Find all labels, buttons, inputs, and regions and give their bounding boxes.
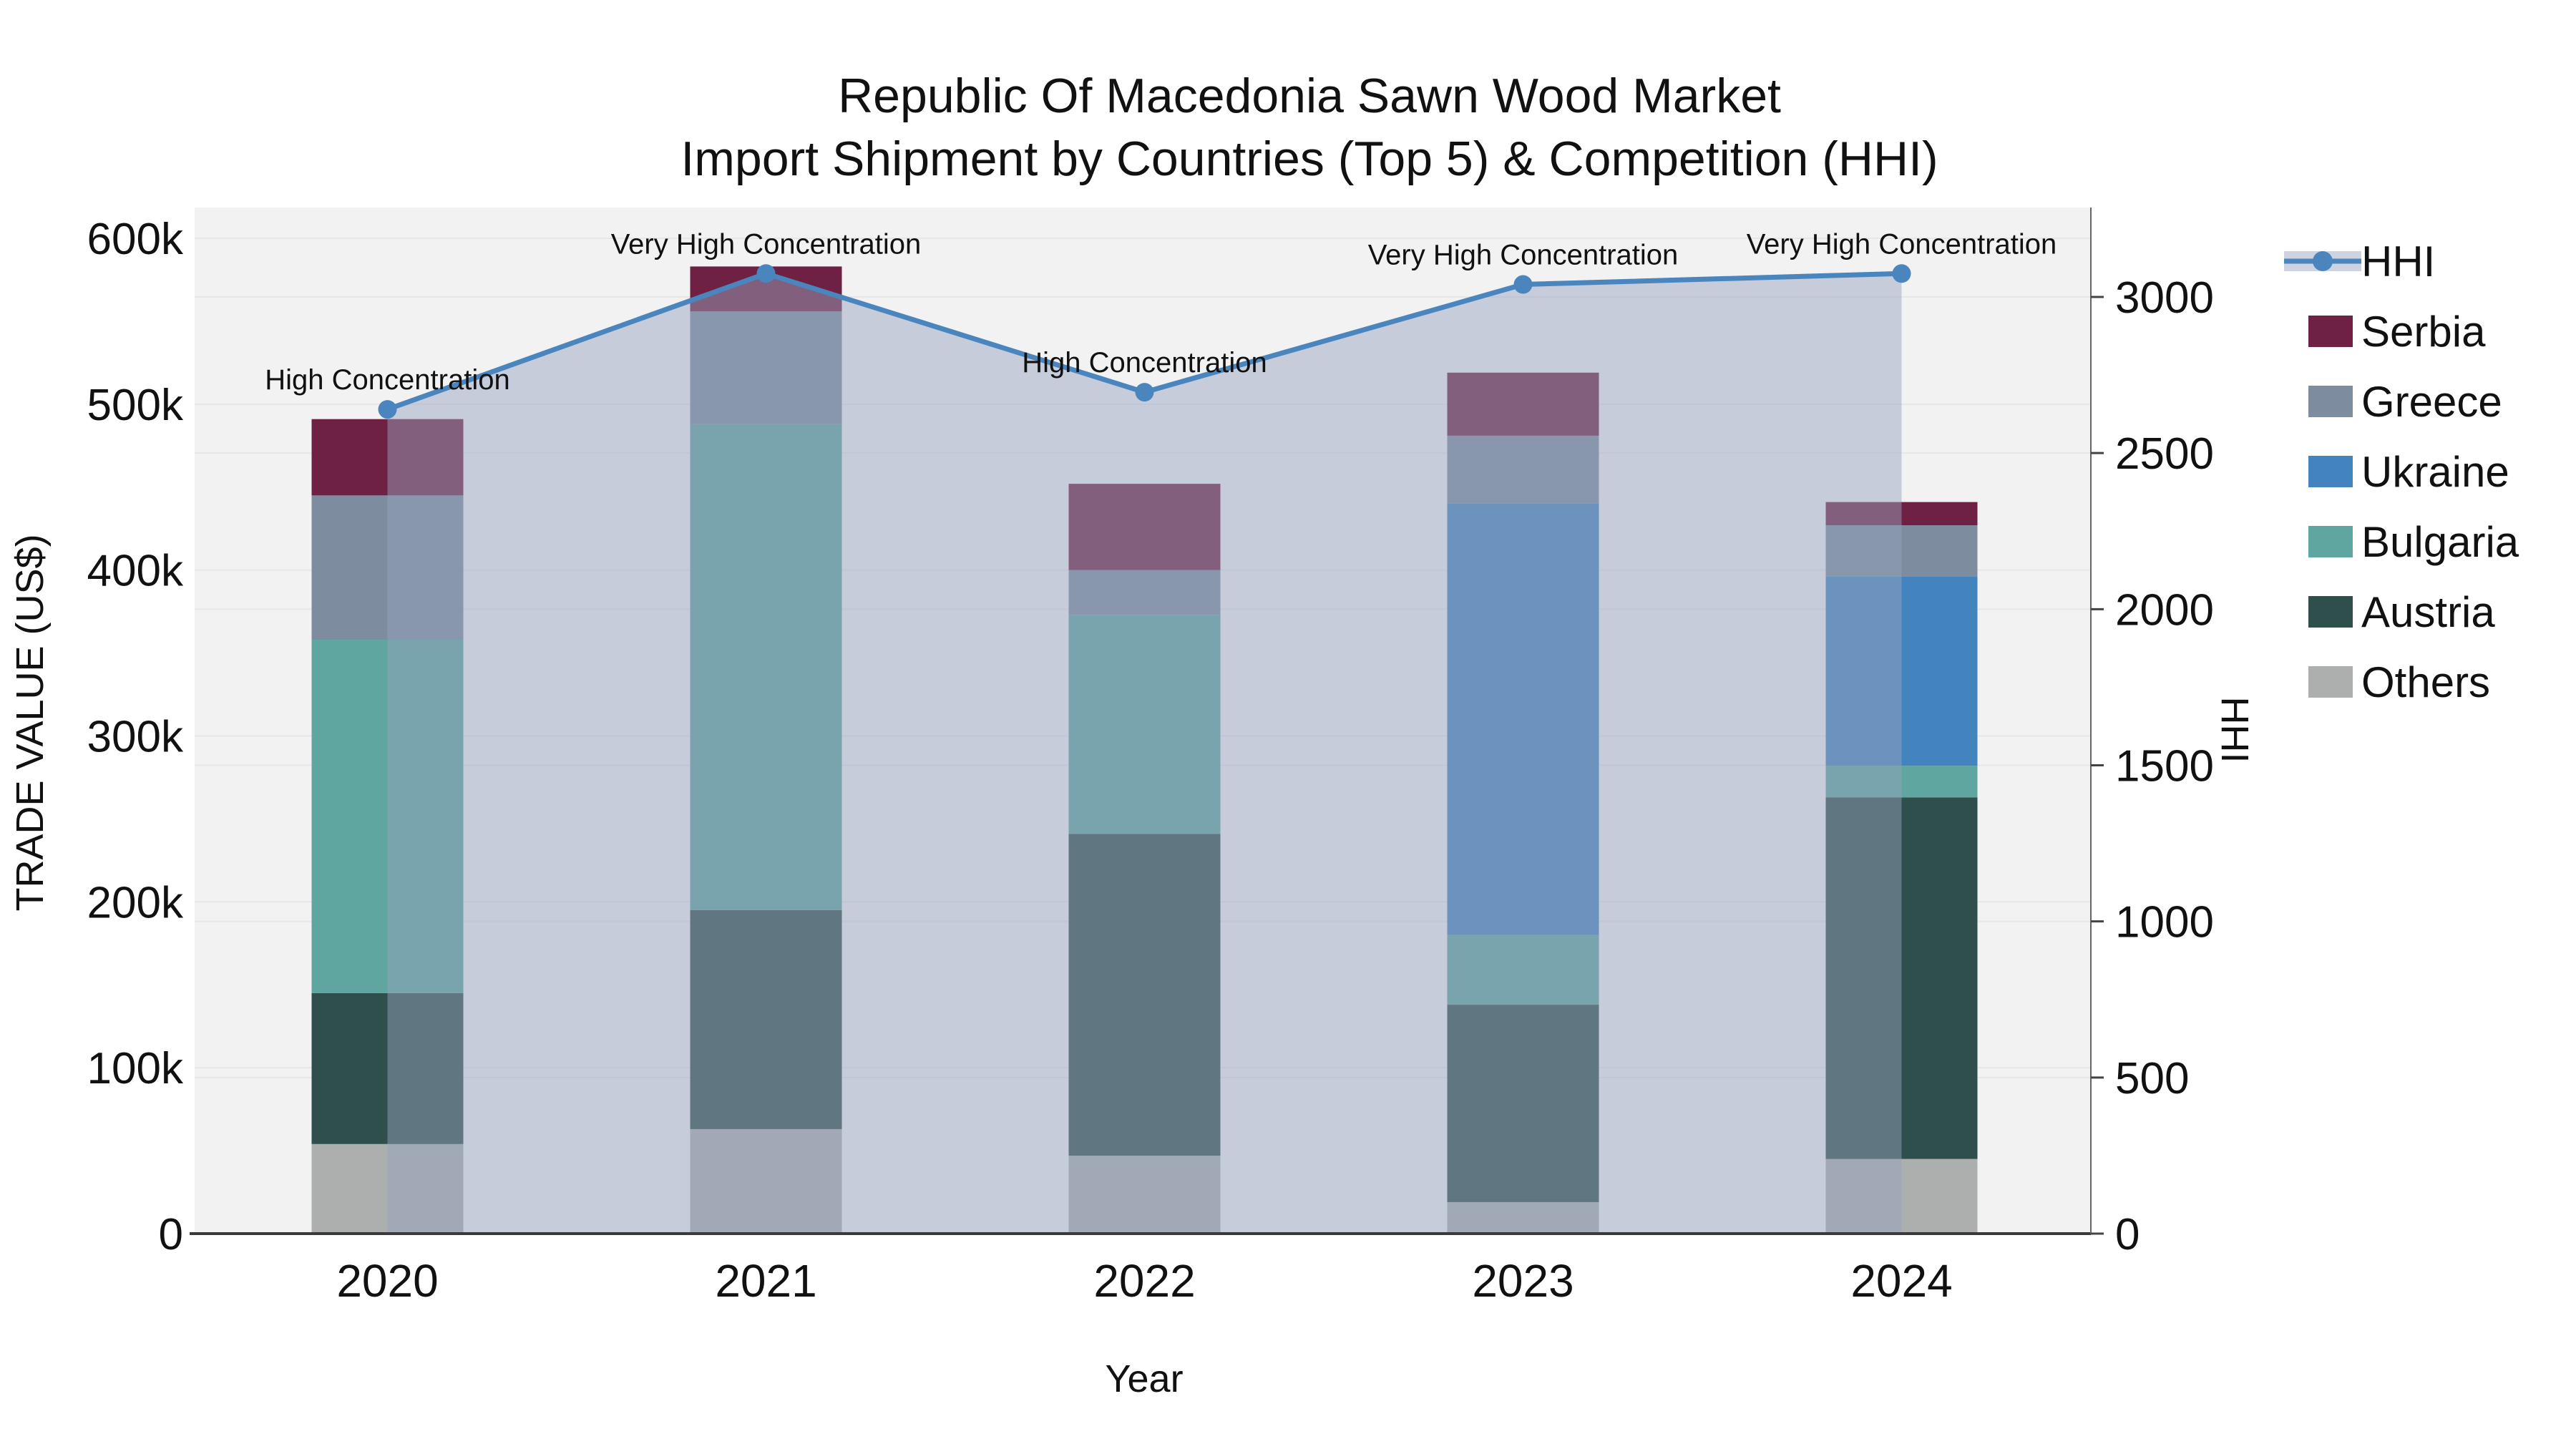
bar-segment-ukraine-2024 — [1825, 576, 1978, 766]
right-tick-label-0: 0 — [2115, 1210, 2140, 1259]
bar-segment-greece-2020 — [311, 495, 464, 640]
right-tick-label-1000: 1000 — [2115, 898, 2214, 947]
left-tick-label-300k: 300k — [87, 713, 184, 762]
right-tick-label-2000: 2000 — [2115, 585, 2214, 635]
legend-item-bulgaria: Bulgaria — [2308, 518, 2519, 566]
legend-swatch-bulgaria — [2308, 526, 2353, 557]
hhi-annotations: High Concentration Very High Concentratio… — [265, 228, 2057, 396]
legend-swatch-serbia — [2308, 316, 2353, 347]
bar-segment-others-2020 — [311, 1143, 464, 1234]
left-tick-label-100k: 100k — [87, 1044, 184, 1093]
legend-label-greece: Greece — [2361, 378, 2502, 426]
bar-segment-others-2022 — [1068, 1156, 1221, 1234]
bar-segment-others-2021 — [690, 1128, 842, 1234]
legend-label-hhi: HHI — [2361, 238, 2435, 286]
legend-swatch-greece — [2308, 386, 2353, 417]
left-axis-tick-labels: 0 100k 200k 300k 400k 500k 600k — [87, 215, 184, 1259]
x-tick-label-2020: 2020 — [336, 1255, 438, 1307]
legend-item-greece: Greece — [2308, 378, 2502, 426]
hhi-area-fill — [387, 273, 1902, 1234]
bar-segment-greece-2024 — [1825, 525, 1978, 577]
legend-label-ukraine: Ukraine — [2361, 448, 2509, 496]
right-tick-label-2500: 2500 — [2115, 429, 2214, 479]
bar-segment-serbia-2024 — [1825, 502, 1978, 526]
legend-item-others: Others — [2308, 658, 2490, 706]
left-tick-label-200k: 200k — [87, 878, 184, 927]
bar-segment-greece-2021 — [690, 311, 842, 424]
legend-label-serbia: Serbia — [2361, 308, 2486, 356]
bar-segment-others-2023 — [1447, 1201, 1599, 1234]
annotation-2024: Very High Concentration — [1747, 228, 2057, 260]
chart-title-line2: Import Shipment by Countries (Top 5) & C… — [680, 132, 1938, 186]
bar-segment-serbia-2022 — [1068, 484, 1221, 570]
bar-segment-others-2024 — [1825, 1158, 1978, 1234]
legend-swatch-ukraine — [2308, 456, 2353, 487]
bar-segment-bulgaria-2024 — [1825, 766, 1978, 798]
hhi-markers — [378, 264, 1911, 419]
x-axis-title: Year — [1105, 1357, 1183, 1400]
legend-item-serbia: Serbia — [2308, 308, 2486, 356]
legend-label-others: Others — [2361, 658, 2490, 706]
bar-segment-austria-2024 — [1825, 797, 1978, 1159]
x-tick-label-2024: 2024 — [1850, 1255, 1952, 1307]
legend-item-hhi: HHI — [2284, 238, 2435, 286]
x-axis-tick-labels: 2020 2021 2022 2023 2024 — [336, 1255, 1952, 1307]
legend-label-bulgaria: Bulgaria — [2361, 518, 2519, 566]
bar-segment-austria-2022 — [1068, 834, 1221, 1156]
right-axis-tick-labels: 0 500 1000 1500 2000 2500 3000 — [2115, 273, 2214, 1259]
legend-item-ukraine: Ukraine — [2308, 448, 2509, 496]
hhi-point-2023 — [1513, 275, 1533, 294]
bar-segment-bulgaria-2020 — [311, 640, 464, 993]
bar-segment-serbia-2020 — [311, 419, 464, 496]
hhi-point-2021 — [756, 264, 776, 283]
legend-swatch-austria — [2308, 596, 2353, 628]
legend-hhi-marker-icon — [2313, 251, 2333, 271]
legend: HHI Serbia Greece Ukraine Bulgaria Austria Oth… — [2284, 238, 2519, 706]
annotation-2023: Very High Concentration — [1368, 240, 1679, 271]
hhi-point-2020 — [378, 400, 397, 419]
left-tick-label-400k: 400k — [87, 547, 184, 596]
legend-label-austria: Austria — [2361, 588, 2495, 636]
left-tick-label-500k: 500k — [87, 381, 184, 430]
hhi-point-2024 — [1892, 264, 1911, 283]
bar-segment-bulgaria-2022 — [1068, 615, 1221, 834]
bar-segment-austria-2020 — [311, 992, 464, 1144]
bar-segment-austria-2021 — [690, 909, 842, 1129]
hhi-point-2022 — [1135, 383, 1154, 402]
annotation-2021: Very High Concentration — [611, 228, 922, 260]
legend-swatch-others — [2308, 666, 2353, 698]
bar-segment-serbia-2023 — [1447, 372, 1599, 436]
legend-item-austria: Austria — [2308, 588, 2495, 636]
right-tick-label-3000: 3000 — [2115, 273, 2214, 323]
annotation-2022: High Concentration — [1022, 347, 1267, 379]
bar-segment-austria-2023 — [1447, 1005, 1599, 1202]
annotation-2020: High Concentration — [265, 364, 509, 396]
right-tick-label-1500: 1500 — [2115, 742, 2214, 791]
x-tick-label-2023: 2023 — [1472, 1255, 1574, 1307]
right-axis-ticks — [2091, 296, 2104, 1235]
right-tick-label-500: 500 — [2115, 1054, 2189, 1103]
chart-title-line1: Republic Of Macedonia Sawn Wood Market — [838, 69, 1781, 123]
bar-segment-greece-2023 — [1447, 435, 1599, 504]
left-tick-label-0: 0 — [159, 1210, 183, 1259]
left-axis-title: TRADE VALUE (US$) — [9, 534, 52, 911]
right-axis-title: HHI — [2213, 697, 2256, 763]
x-tick-label-2021: 2021 — [715, 1255, 816, 1307]
bar-segment-bulgaria-2021 — [690, 424, 842, 910]
x-tick-label-2022: 2022 — [1093, 1255, 1195, 1307]
stacked-bars — [311, 266, 1978, 1234]
bar-segment-ukraine-2023 — [1447, 503, 1599, 935]
bar-segment-greece-2022 — [1068, 570, 1221, 615]
bar-segment-bulgaria-2023 — [1447, 935, 1599, 1005]
left-tick-label-600k: 600k — [87, 215, 184, 264]
